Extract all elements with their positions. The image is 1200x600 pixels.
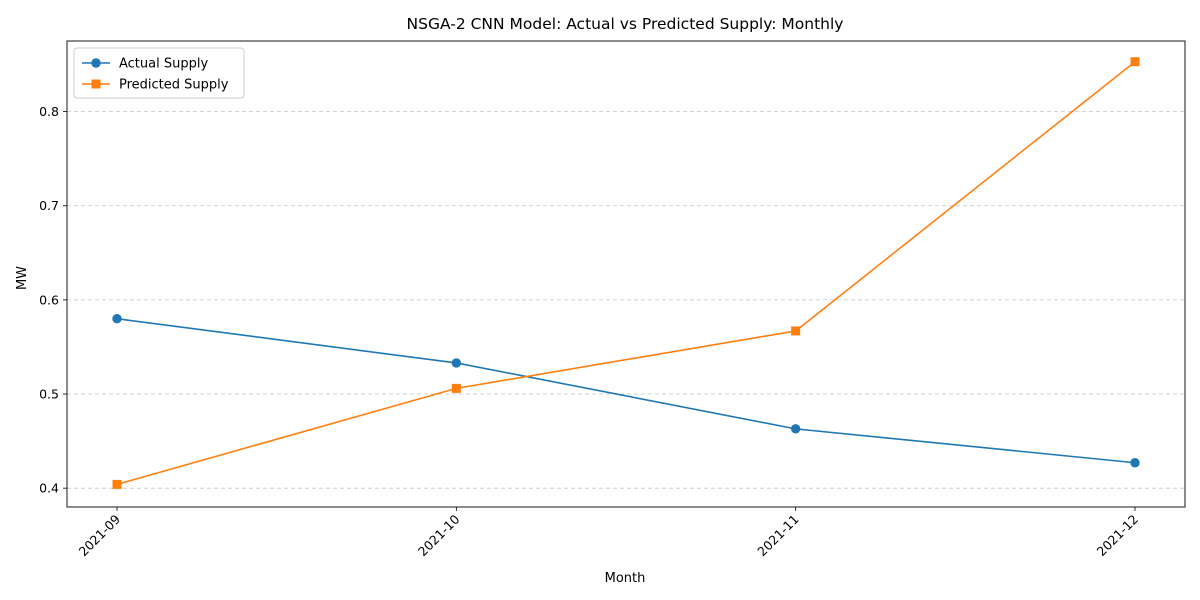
y-ticks: 0.4 0.5 0.6 0.7 0.8 (39, 104, 67, 496)
y-tick-label: 0.6 (39, 292, 59, 307)
y-axis-label: MW (15, 266, 30, 290)
chart-title: NSGA-2 CNN Model: Actual vs Predicted Su… (407, 15, 844, 33)
legend-label: Predicted Supply (119, 78, 229, 93)
series-line-1 (116, 317, 1136, 464)
data-point (790, 424, 801, 434)
legend-label: Actual Supply (119, 57, 208, 72)
data-point (112, 314, 122, 324)
x-tick-label: 2021-11 (754, 512, 802, 560)
y-tick-label: 0.7 (39, 198, 59, 213)
data-point (791, 326, 801, 336)
series-group (112, 57, 1140, 489)
y-tick-label: 0.5 (39, 387, 59, 402)
data-point (451, 358, 462, 368)
x-tick-label: 2021-10 (415, 511, 463, 559)
data-point (1130, 458, 1140, 468)
grid-lines (67, 111, 1185, 489)
axes (66, 40, 1186, 508)
data-point (112, 479, 122, 489)
x-axis-label: Month (605, 571, 646, 586)
x-tick-label: 2021-09 (76, 511, 124, 559)
plot-frame (66, 40, 1186, 508)
legend-marker (91, 79, 101, 89)
x-ticks: 2021-09 2021-10 2021-11 2021-12 (76, 507, 1142, 560)
legend: Actual Supply Predicted Supply (73, 47, 245, 99)
y-tick-label: 0.4 (39, 481, 59, 496)
series-line-2 (116, 61, 1136, 486)
legend-marker (91, 58, 101, 68)
x-tick-label: 2021-12 (1094, 512, 1142, 560)
data-point (1130, 57, 1140, 67)
data-point (451, 383, 461, 393)
y-tick-label: 0.8 (39, 104, 59, 119)
legend-box (73, 47, 245, 99)
